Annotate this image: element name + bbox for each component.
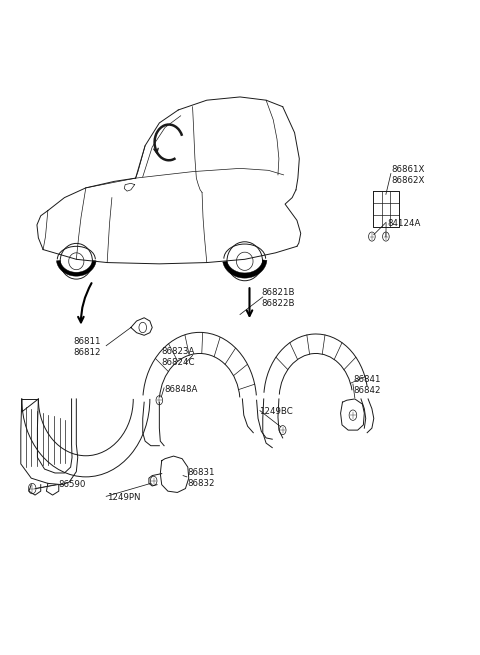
Text: 86861X
86862X: 86861X 86862X [392,165,425,185]
Text: 1249PN: 1249PN [107,493,141,502]
Text: 86841
86842: 86841 86842 [354,375,382,395]
Text: 86848A: 86848A [164,384,197,394]
Text: 86823A
86824C: 86823A 86824C [162,346,195,367]
Text: 86811
86812: 86811 86812 [73,337,100,357]
Polygon shape [394,191,399,198]
Text: 84124A: 84124A [387,219,420,228]
Text: 86590: 86590 [59,480,86,489]
Polygon shape [223,260,267,278]
Text: 86831
86832: 86831 86832 [188,468,216,488]
Text: 86821B
86822B: 86821B 86822B [261,288,295,309]
Text: 1249BC: 1249BC [259,407,293,417]
Polygon shape [57,261,96,276]
